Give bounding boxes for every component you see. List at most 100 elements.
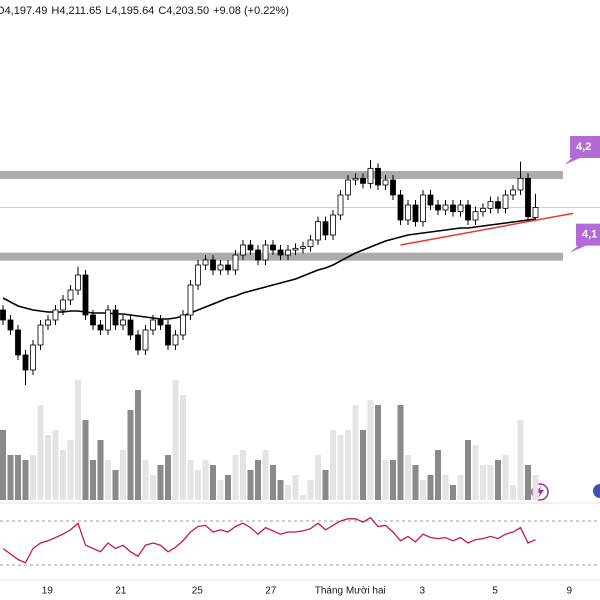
candle-body (37, 324, 44, 346)
candle-body (0, 309, 6, 321)
volume-bar (165, 455, 171, 500)
candle-body (142, 329, 149, 351)
volume-bar (82, 420, 89, 500)
volume-bar (90, 460, 96, 500)
volume-bar (255, 460, 261, 500)
candle-body (450, 204, 456, 213)
volume-bar (472, 445, 479, 500)
candle-body (60, 299, 66, 311)
volume-bar (210, 465, 216, 500)
volume-bar (0, 430, 6, 500)
volume-bar (532, 475, 539, 500)
trend-line (400, 212, 574, 246)
candle-body (105, 309, 111, 331)
volume-bar (435, 450, 441, 500)
volume-bar (15, 455, 21, 500)
candle-body (112, 309, 119, 326)
candle-body (465, 204, 471, 221)
candle-body (225, 264, 231, 271)
volume-bar (202, 460, 209, 500)
volume-bar (315, 455, 321, 500)
candle-body (457, 204, 464, 213)
volume-bar (30, 455, 36, 500)
volume-bar (45, 435, 51, 500)
candle-body (382, 179, 389, 186)
candle-body (52, 309, 59, 321)
candle-body (442, 204, 449, 211)
flag-icon[interactable] (593, 484, 600, 498)
candle-body (217, 264, 224, 271)
candle-body (75, 274, 81, 291)
x-tick-label: Tháng Mười hai (315, 586, 386, 597)
volume-bar (442, 475, 449, 500)
volume-bar (457, 475, 464, 500)
candle-body (292, 247, 299, 251)
ohlc-key: O (0, 5, 5, 17)
candle-body (240, 244, 246, 256)
candle-body (157, 319, 164, 326)
candle-body (412, 204, 419, 223)
level-label-box (564, 136, 600, 165)
volume-bar (127, 410, 134, 500)
volume-bar (405, 455, 411, 500)
candle-body (172, 334, 179, 346)
volume-bar (37, 405, 44, 500)
volume-bar (232, 455, 239, 500)
volume-bar (22, 460, 29, 500)
candle-body (22, 354, 29, 371)
ohlc-value: 4,195.64 (111, 5, 154, 17)
candle-body (285, 249, 291, 256)
volume-bar (60, 450, 66, 500)
candle-body (270, 244, 276, 251)
volume-bar (270, 465, 276, 500)
candle-body (487, 201, 494, 209)
volume-bar (480, 465, 486, 500)
candle-body (195, 264, 201, 286)
candle-body (232, 254, 239, 271)
volume-bar (382, 460, 389, 500)
candle-body (345, 179, 351, 196)
candle-body (435, 204, 441, 211)
candle-body (367, 167, 374, 184)
x-tick-label: 19 (42, 586, 54, 597)
candle-body (7, 319, 14, 331)
volume-bar (97, 440, 104, 500)
level-label-box (570, 223, 600, 253)
candle-body (397, 194, 404, 221)
x-tick-label: 21 (115, 586, 127, 597)
volume-bar (390, 460, 396, 500)
candle-body (247, 244, 254, 251)
volume-bar (420, 480, 426, 500)
volume-bar (150, 475, 156, 500)
volume-bar (352, 405, 359, 500)
volume-bar (180, 395, 186, 500)
rsi-line (2, 516, 536, 564)
volume-bar (135, 390, 141, 500)
moving-average (2, 218, 536, 320)
price-zone (0, 252, 563, 261)
volume-bar (375, 405, 381, 500)
volume-bar (105, 460, 111, 500)
candle-body (90, 314, 96, 326)
volume-bar (510, 485, 516, 500)
ohlc-value: 4,203.50 (166, 5, 209, 17)
candle-body (300, 246, 306, 249)
candle-body (495, 201, 501, 209)
volume-bar (52, 430, 59, 500)
volume-bar (292, 475, 299, 500)
candle-body (187, 284, 194, 316)
candle-body (472, 211, 479, 221)
volume-bar (502, 455, 509, 500)
volume-bar (157, 465, 164, 500)
volume-bar (322, 470, 329, 500)
volume-bar (225, 475, 231, 500)
change: +9.08 (+0.22%) (213, 5, 289, 17)
candle-body (502, 194, 509, 209)
candle-body (150, 319, 156, 331)
candle-body (210, 259, 216, 271)
candle-body (405, 204, 411, 221)
volume-bar (240, 450, 246, 500)
x-tick-label: 27 (265, 586, 277, 597)
candle-body (480, 207, 486, 213)
volume-bar (412, 465, 419, 500)
